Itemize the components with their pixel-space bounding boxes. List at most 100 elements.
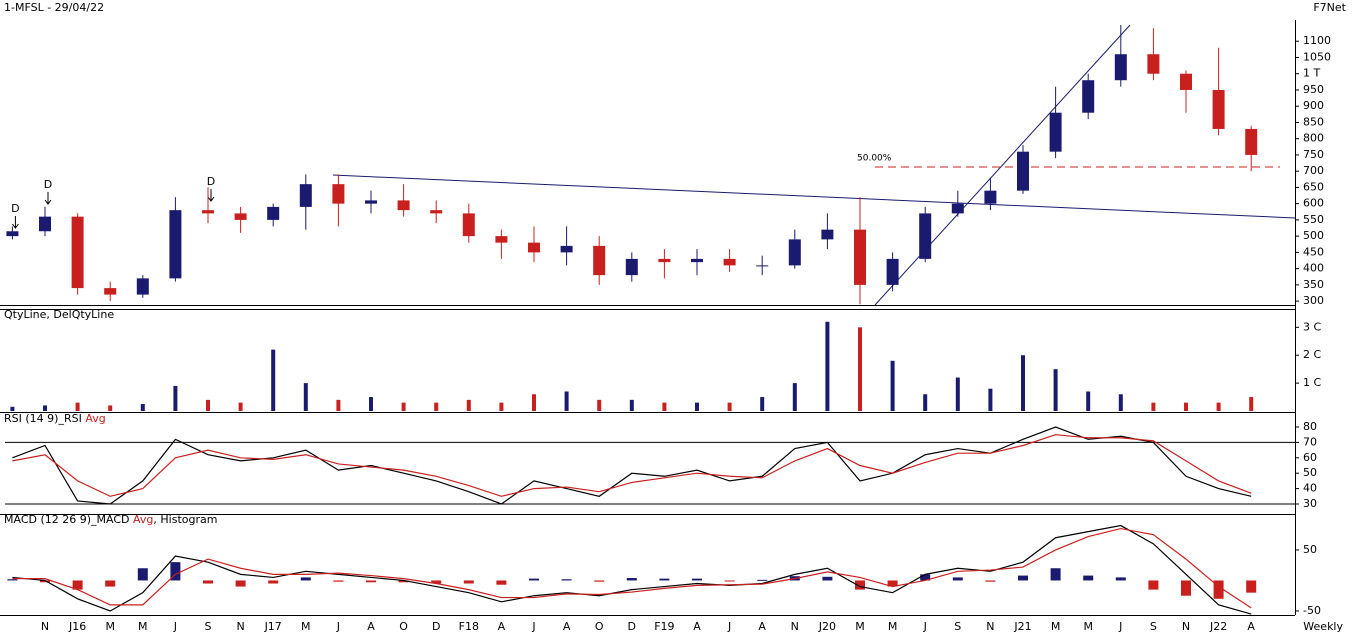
volume-bar <box>75 402 80 411</box>
candle-body <box>1114 54 1127 81</box>
timeframe: Weekly <box>1303 620 1343 633</box>
histogram-bar <box>300 577 311 581</box>
histogram-bar <box>822 576 833 581</box>
candle-body <box>756 265 769 267</box>
volume-bar <box>695 402 699 411</box>
histogram-bar <box>1018 575 1028 581</box>
volume-bar <box>369 397 373 411</box>
marker-arrow <box>207 189 215 202</box>
candle-body <box>104 288 117 295</box>
histogram-bar <box>626 578 637 581</box>
candle-body <box>462 213 475 237</box>
y-tick-label: 1100 <box>1303 34 1331 47</box>
candle-body <box>136 278 149 295</box>
x-tick-label: M <box>105 620 115 633</box>
volume-bar <box>401 402 406 411</box>
candle-body <box>951 203 964 214</box>
candle-body <box>593 245 606 276</box>
volume-bar <box>1216 402 1221 411</box>
histogram-bar <box>757 579 768 581</box>
histogram-bar <box>398 580 409 583</box>
y-tick-label: 80 <box>1303 420 1317 433</box>
y-tick-label: 1 C <box>1303 376 1321 389</box>
histogram-bar <box>659 578 670 581</box>
volume-bar <box>466 399 471 411</box>
histogram-bar <box>463 580 474 584</box>
x-tick-label: A <box>693 620 701 633</box>
candle-body <box>234 213 247 220</box>
volume-bar <box>1151 402 1156 411</box>
x-tick-label: M <box>301 620 311 633</box>
candle-body <box>1049 112 1062 152</box>
histogram-bar <box>952 577 963 581</box>
candle-body <box>723 258 736 266</box>
x-tick-label: J17 <box>264 620 282 633</box>
histogram-bar <box>268 580 279 584</box>
x-tick-label: N <box>41 620 49 633</box>
histogram-bar <box>40 580 50 583</box>
candle-body <box>332 184 345 204</box>
histogram-bar <box>1148 580 1159 590</box>
histogram-bar <box>496 580 507 585</box>
candle-body <box>1212 89 1225 129</box>
candle-body <box>1147 54 1160 74</box>
y-tick-label: 400 <box>1303 262 1324 275</box>
histogram-bar <box>724 580 735 582</box>
x-tick-label: J <box>531 620 535 633</box>
candle-body <box>6 231 19 237</box>
x-tick-label: O <box>595 620 604 633</box>
histogram-bar <box>985 580 996 582</box>
histogram-bar <box>105 580 116 587</box>
histogram-bar <box>431 580 442 584</box>
y-tick-label: 500 <box>1303 229 1324 242</box>
histogram-bar <box>920 574 931 581</box>
x-tick-label: J22 <box>1209 620 1227 633</box>
marker-label: D <box>11 202 19 215</box>
y-tick-label: 950 <box>1303 83 1324 96</box>
x-tick-label: N <box>791 620 799 633</box>
panel-title: QtyLine, DelQtyLine <box>4 308 114 321</box>
candle-body <box>625 258 638 276</box>
trend-line <box>332 174 1296 219</box>
candle-body <box>495 236 508 243</box>
x-tick-label: J20 <box>818 620 836 633</box>
x-tick-label: J <box>173 620 177 633</box>
volume-bar <box>858 327 862 411</box>
candle-body <box>71 216 84 289</box>
candle-body <box>854 229 866 285</box>
x-tick-label: J <box>336 620 340 633</box>
x-tick-label: J21 <box>1013 620 1031 633</box>
candle-body <box>1245 128 1258 155</box>
x-tick-label: S <box>205 620 212 633</box>
histogram-bar <box>1083 575 1094 581</box>
trend-line <box>874 24 1131 306</box>
y-tick-label: 50 <box>1303 543 1317 556</box>
marker-label: D <box>44 178 52 191</box>
candle-body <box>299 184 312 207</box>
marker-label: D <box>207 175 215 188</box>
volume-bar <box>10 406 15 411</box>
y-tick-label: 900 <box>1303 99 1324 112</box>
candle-body <box>691 258 703 263</box>
histogram-bar <box>203 580 213 584</box>
histogram-bar <box>137 568 148 581</box>
volume-bar <box>597 399 602 411</box>
volume-bar <box>662 402 667 411</box>
volume-bar <box>1021 355 1025 411</box>
candle-body <box>397 200 410 211</box>
histogram-bar <box>594 580 605 582</box>
volume-bar <box>140 404 145 411</box>
y-tick-label: 40 <box>1303 482 1317 495</box>
y-tick-label: 1 T <box>1303 67 1320 80</box>
histogram-bar <box>529 578 539 581</box>
x-tick-label: F18 <box>459 620 479 633</box>
candle-body <box>169 210 182 279</box>
histogram-bar <box>366 580 376 583</box>
y-tick-label: 60 <box>1303 451 1317 464</box>
volume-bar <box>43 405 47 411</box>
histogram-bar <box>235 580 246 587</box>
volume-bar <box>1118 394 1123 411</box>
marker-arrow <box>12 216 19 229</box>
x-tick-label: N <box>1182 620 1190 633</box>
